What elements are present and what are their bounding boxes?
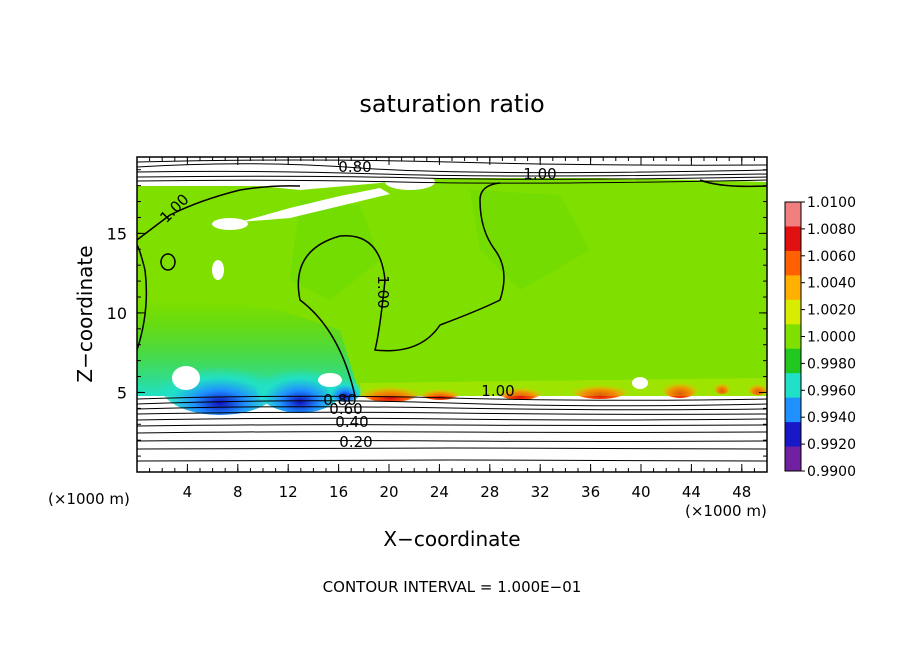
moist-base-patch: [420, 386, 460, 400]
moist-base-patch: [714, 380, 730, 394]
contour-label: 0.80: [323, 391, 356, 409]
cloud-green-patch: [470, 190, 590, 290]
x-tick-label: 48: [732, 483, 751, 501]
y-axis-label: Z−coordinate: [73, 245, 97, 382]
colorbar-swatch: [785, 373, 801, 399]
x-tick-label: 28: [480, 483, 499, 501]
saturation-field: [137, 157, 767, 472]
contour-label: 0.20: [339, 433, 372, 451]
colorbar-label: 1.0020: [807, 303, 856, 319]
colorbar-label: 0.9940: [807, 410, 856, 426]
contour-interval-note: CONTOUR INTERVAL = 1.000E−01: [323, 578, 582, 596]
colorbar-swatch: [785, 202, 801, 227]
colorbar-swatch: [785, 299, 801, 325]
colorbar-label: 1.0080: [807, 222, 856, 238]
colorbar-label: 0.9900: [807, 464, 856, 480]
colorbar: 1.0100 1.0080 1.0060 1.0040 1.0020 1.0000 0.99…: [784, 195, 856, 480]
colorbar-label: 1.0060: [807, 249, 856, 265]
y-tick-label: 15: [107, 224, 127, 243]
contour-labels: 0.80 1.001.001.001.000.800.600.400.20: [156, 158, 556, 451]
colorbar-label: 0.9980: [807, 356, 856, 372]
x-tick-label: 4: [183, 483, 193, 501]
contour-label: 1.00: [374, 275, 392, 308]
colorbar-swatch: [785, 324, 801, 350]
moist-base-patch: [748, 381, 767, 395]
upper-contours: [137, 159, 767, 184]
cloud-green-patch: [290, 200, 380, 300]
colorbar-swatch: [785, 446, 801, 472]
unity-contours: [137, 179, 767, 397]
contour-label: 0.80: [338, 158, 371, 176]
colorbar-label: 0.9960: [807, 383, 856, 399]
colorbar-swatch: [785, 226, 801, 252]
blue-dry-core: [255, 357, 345, 413]
y-tick-label: 10: [107, 304, 127, 323]
x-tick-label: 16: [329, 483, 348, 501]
contour-label: 0.60: [329, 400, 362, 418]
yellow-fringe: [360, 378, 767, 396]
colorbar-swatch: [785, 397, 801, 423]
colorbar-label: 1.0100: [807, 195, 856, 211]
contour-label: 0.40: [335, 413, 368, 431]
lower-contours: [137, 395, 767, 462]
moist-base-patch: [498, 384, 542, 400]
colorbar-swatch: [785, 250, 801, 276]
y-tick-label: 5: [117, 383, 127, 402]
colorbar-label: 0.9920: [807, 437, 856, 453]
x-tick-label: 20: [379, 483, 398, 501]
white-gap: [240, 188, 390, 222]
x-tick-label: 12: [279, 483, 298, 501]
x-axis-label: X−coordinate: [383, 527, 520, 551]
y-axis: 5 10 15: [107, 169, 767, 457]
x-tick-label: 40: [631, 483, 650, 501]
x-tick-label: 36: [581, 483, 600, 501]
colorbar-swatch: [785, 422, 801, 448]
moist-base-patch: [662, 378, 698, 398]
white-gap: [172, 366, 200, 390]
white-gap: [212, 218, 248, 230]
colorbar-label: 1.0040: [807, 276, 856, 292]
x-unit-label: (×1000 m): [685, 502, 767, 520]
contour-label: 1.00: [523, 165, 556, 183]
white-gap: [632, 377, 648, 389]
x-tick-label: 8: [233, 483, 243, 501]
white-gap: [318, 373, 342, 387]
x-tick-label: 32: [531, 483, 550, 501]
colorbar-swatch: [785, 348, 801, 374]
x-tick-label: 24: [430, 483, 449, 501]
white-gap: [212, 260, 224, 280]
colorbar-label: 1.0000: [807, 330, 856, 346]
contour-label: 1.00: [481, 382, 514, 400]
colorbar-swatch: [785, 275, 801, 301]
x-tick-label: 44: [682, 483, 701, 501]
moist-base-patch: [572, 381, 628, 399]
z-unit-label: (×1000 m): [48, 490, 130, 508]
chart-title: saturation ratio: [359, 90, 544, 118]
x-axis: 4 8 12 16 20 24 28 32 36 40 44 48: [149, 157, 755, 501]
